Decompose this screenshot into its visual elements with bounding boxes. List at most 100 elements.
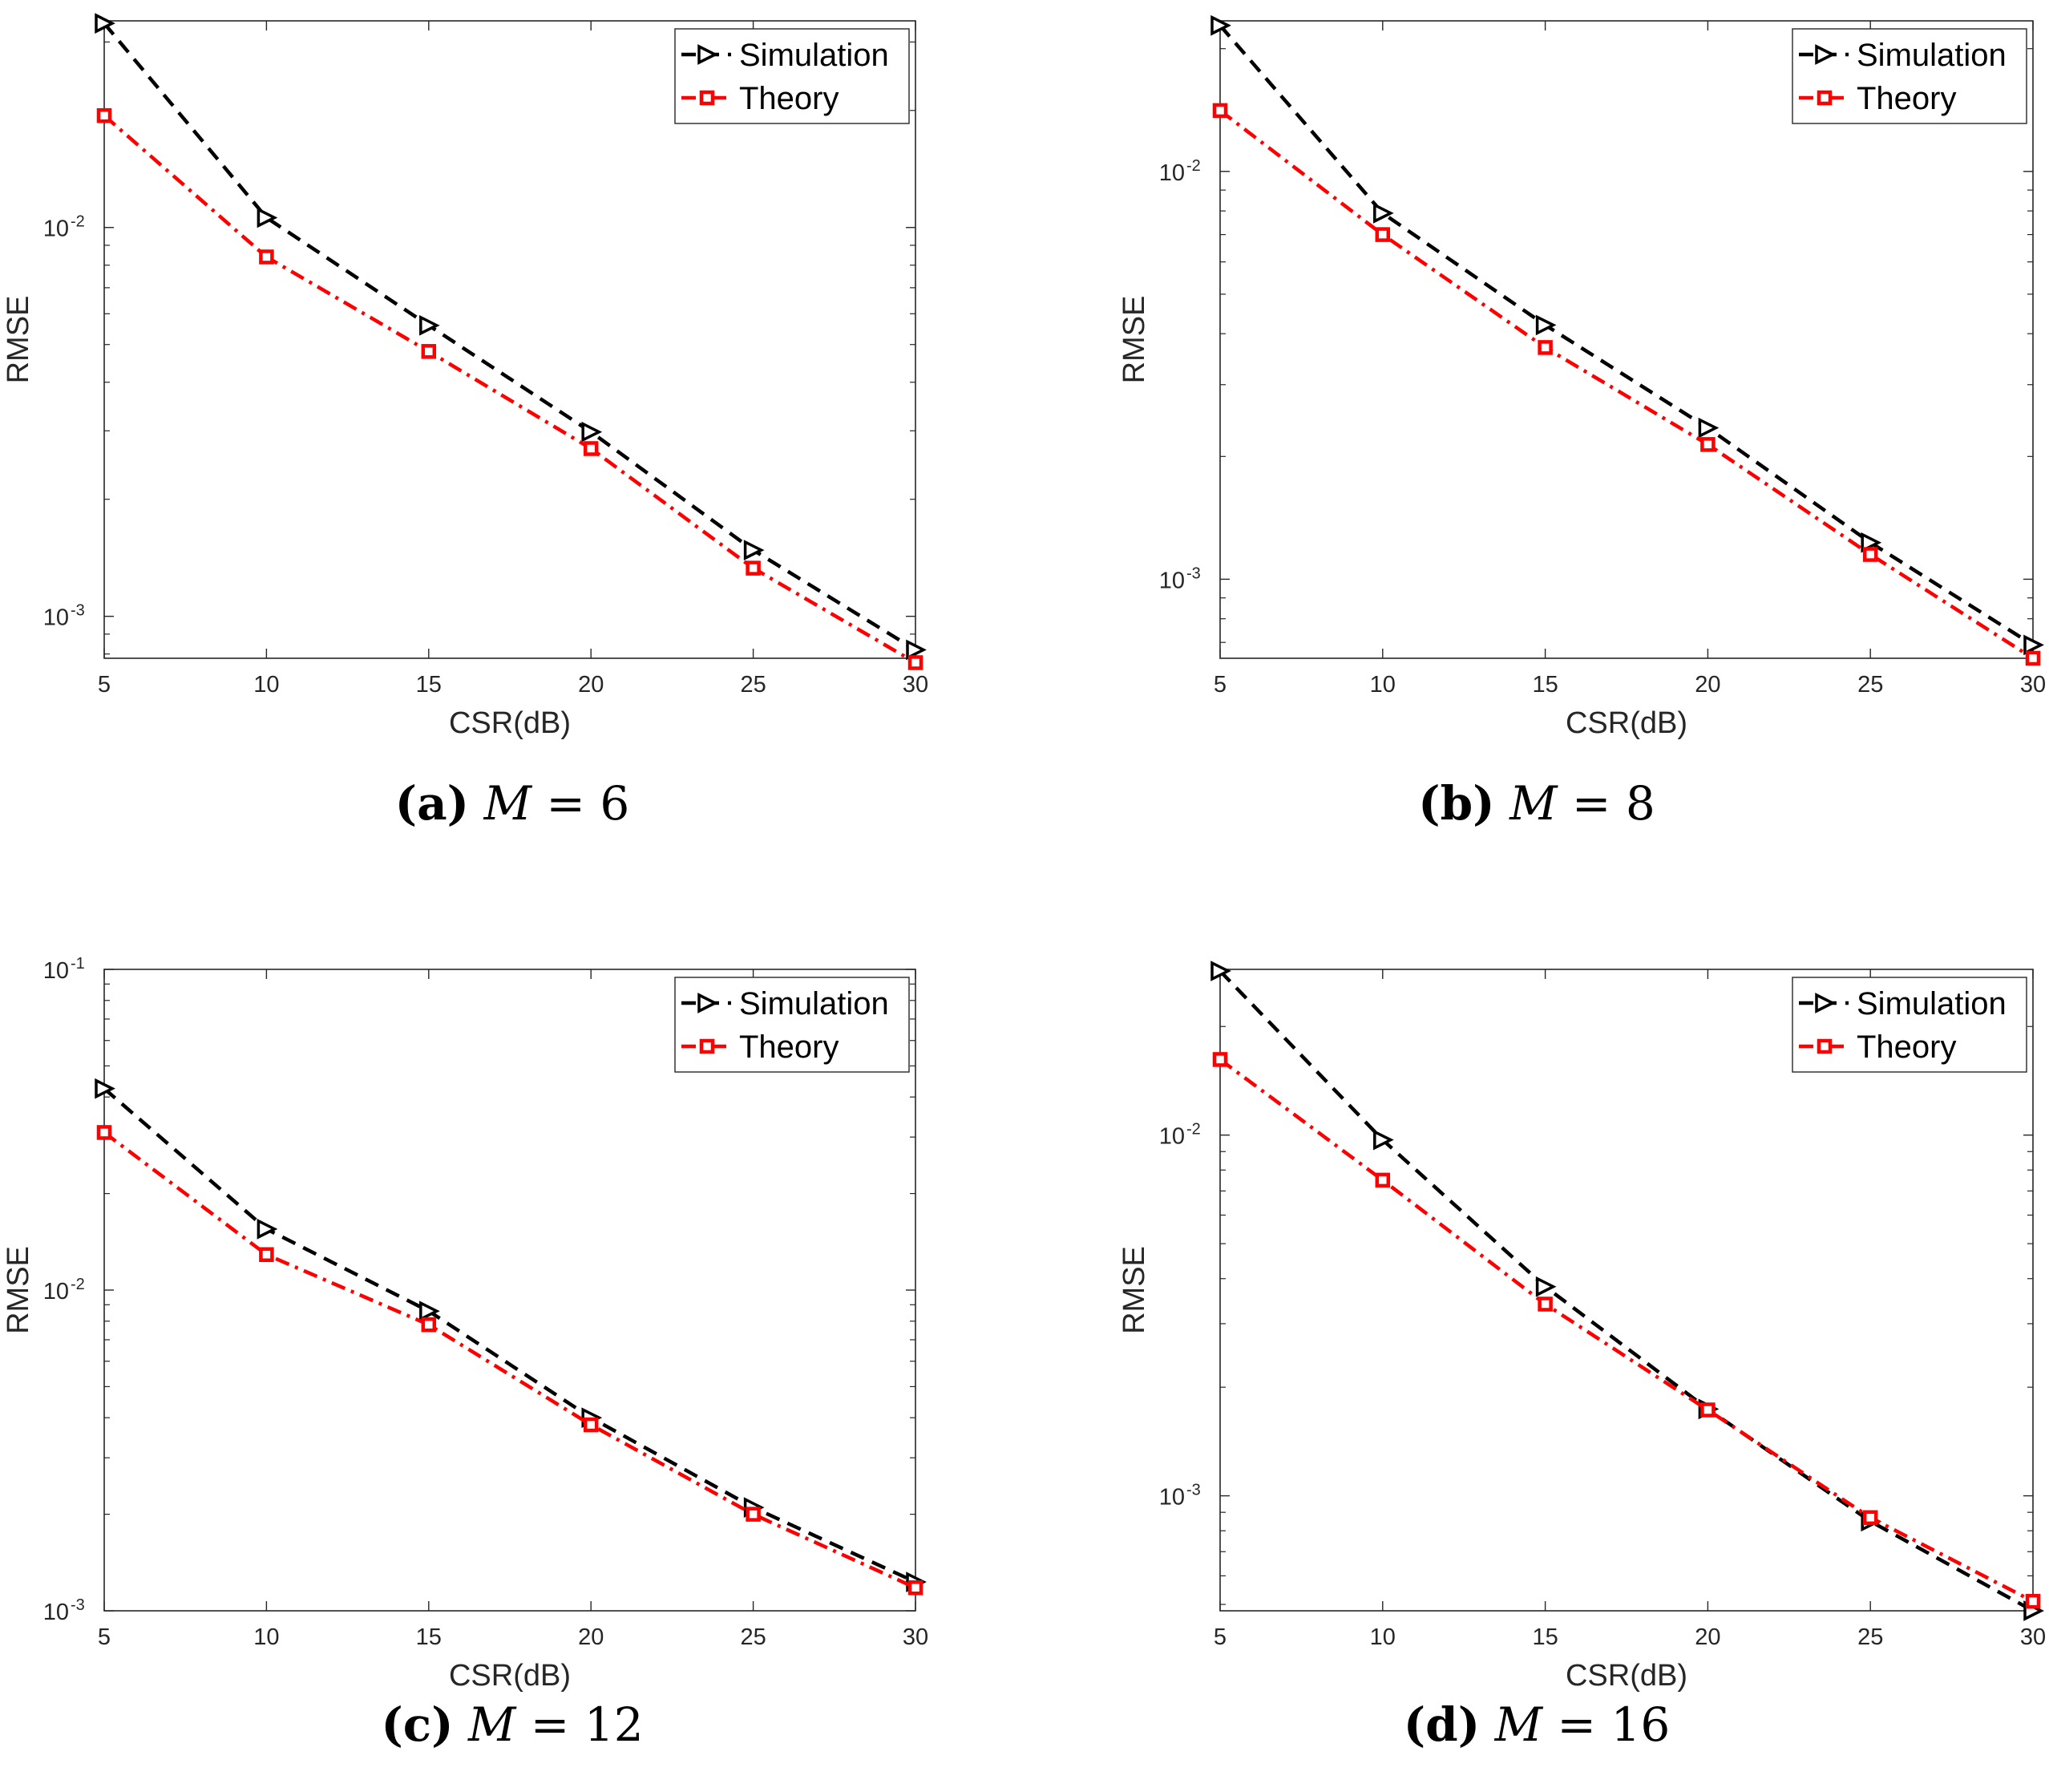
data-point-simulation	[257, 207, 278, 229]
series-line-theory	[103, 114, 917, 665]
legend-marker	[1815, 44, 1836, 65]
x-tick-label: 15	[1532, 672, 1558, 698]
data-point-theory	[583, 441, 599, 456]
data-point-simulation	[1373, 203, 1394, 224]
data-point-simulation	[95, 1078, 115, 1099]
x-tick-label: 20	[578, 1624, 604, 1650]
caption-variable: M	[467, 1697, 516, 1752]
panel-d: 5 10 15 20 25 30 10 -2 10 -3 CSR(dB) RMSE Simulation…	[1024, 896, 2049, 1791]
data-point-theory	[421, 344, 437, 359]
data-point-theory	[259, 249, 274, 265]
data-point-theory	[1700, 437, 1716, 452]
x-tick-label: 20	[578, 672, 604, 698]
data-point-simulation	[906, 639, 927, 661]
series-line-simulation	[1218, 24, 2035, 647]
series-line-simulation	[103, 1086, 916, 1584]
series-line-theory	[1218, 1058, 2035, 1604]
data-point-theory	[96, 1125, 112, 1140]
series-line-simulation	[1218, 969, 2035, 1612]
caption-d: (d) M = 16	[1024, 1697, 2049, 1752]
data-point-simulation	[2023, 634, 2044, 656]
legend-label: Simulation	[739, 986, 889, 1021]
x-tick-label: 20	[1695, 672, 1720, 698]
plot-area	[103, 20, 916, 659]
legend-marker	[697, 993, 718, 1013]
data-point-theory	[2025, 1593, 2041, 1609]
legend	[1792, 977, 2027, 1073]
legend-label: Theory	[739, 81, 839, 116]
data-point-theory	[1538, 340, 1553, 355]
x-tick-label: 15	[1532, 1624, 1558, 1650]
caption-label: (b)	[1418, 776, 1495, 831]
y-tick-exponent: -2	[1186, 157, 1201, 175]
x-tick-label: 5	[1214, 672, 1227, 698]
y-tick-exponent: -3	[1186, 564, 1201, 582]
legend-label: Simulation	[1857, 38, 2007, 73]
data-point-theory	[583, 1417, 599, 1433]
y-axis-label: RMSE	[2, 1246, 35, 1334]
legend-marker	[1815, 993, 1836, 1013]
y-tick-label: 10	[1159, 160, 1185, 186]
legend-marker	[697, 44, 718, 65]
series-line-simulation	[103, 22, 917, 652]
panel-a: 5 10 15 20 25 30 10 -2 10 -3 CSR(dB) RMSE Simulation…	[0, 0, 1024, 896]
data-point-simulation	[95, 13, 115, 34]
x-tick-label: 30	[903, 1624, 928, 1650]
data-point-simulation	[1210, 14, 1231, 36]
caption-variable: M	[1509, 776, 1558, 831]
y-tick-label: 10	[43, 216, 69, 242]
data-point-theory	[746, 1507, 761, 1522]
series-line-theory	[103, 1131, 916, 1590]
x-tick-label: 10	[1370, 672, 1396, 698]
legend	[674, 977, 910, 1073]
x-axis-label: CSR(dB)	[449, 706, 571, 740]
x-tick-label: 25	[1857, 1624, 1883, 1650]
x-tick-label: 30	[903, 672, 928, 698]
data-point-simulation	[581, 421, 603, 443]
y-tick-label: 10	[43, 1600, 69, 1625]
data-point-simulation	[419, 315, 440, 336]
data-point-theory	[259, 1247, 274, 1263]
legend-marker	[699, 1038, 715, 1054]
data-point-simulation	[1210, 961, 1231, 981]
data-point-theory	[1700, 1402, 1716, 1418]
caption-variable: M	[483, 776, 531, 831]
x-tick-label: 10	[253, 672, 279, 698]
data-point-simulation	[1861, 532, 1882, 553]
x-axis-label: CSR(dB)	[1566, 706, 1687, 740]
data-point-theory	[1538, 1296, 1553, 1312]
data-point-theory	[421, 1317, 437, 1333]
caption-equation: = 8	[1557, 776, 1655, 831]
data-point-simulation	[419, 1301, 440, 1322]
data-point-simulation	[257, 1219, 278, 1240]
y-tick-exponent: -2	[1186, 1121, 1201, 1139]
data-point-theory	[96, 107, 112, 123]
data-point-theory	[2025, 650, 2041, 666]
x-tick-label: 30	[2020, 672, 2046, 698]
plot-area	[1219, 20, 2034, 659]
caption-b: (b) M = 8	[1024, 776, 2049, 831]
legend-label: Theory	[1857, 1029, 1957, 1065]
x-tick-label: 5	[98, 672, 111, 698]
data-point-theory	[907, 655, 923, 670]
data-point-theory	[1862, 1510, 1878, 1526]
caption-variable: M	[1494, 1697, 1542, 1752]
data-point-theory	[1212, 1052, 1228, 1067]
x-tick-label: 5	[1214, 1624, 1227, 1650]
data-point-simulation	[1535, 314, 1557, 336]
data-point-theory	[1212, 103, 1228, 119]
data-point-theory	[1862, 547, 1878, 562]
caption-label: (d)	[1403, 1697, 1481, 1752]
data-point-simulation	[743, 540, 765, 560]
x-tick-label: 15	[416, 1624, 442, 1650]
x-tick-label: 25	[1857, 672, 1883, 698]
legend-marker	[699, 90, 715, 106]
plot-area	[1219, 969, 2034, 1612]
y-tick-exponent: -3	[71, 602, 85, 620]
x-tick-label: 30	[2020, 1624, 2046, 1650]
legend	[1792, 28, 2027, 124]
data-point-theory	[1375, 227, 1391, 242]
y-tick-exponent: -3	[71, 1596, 85, 1614]
